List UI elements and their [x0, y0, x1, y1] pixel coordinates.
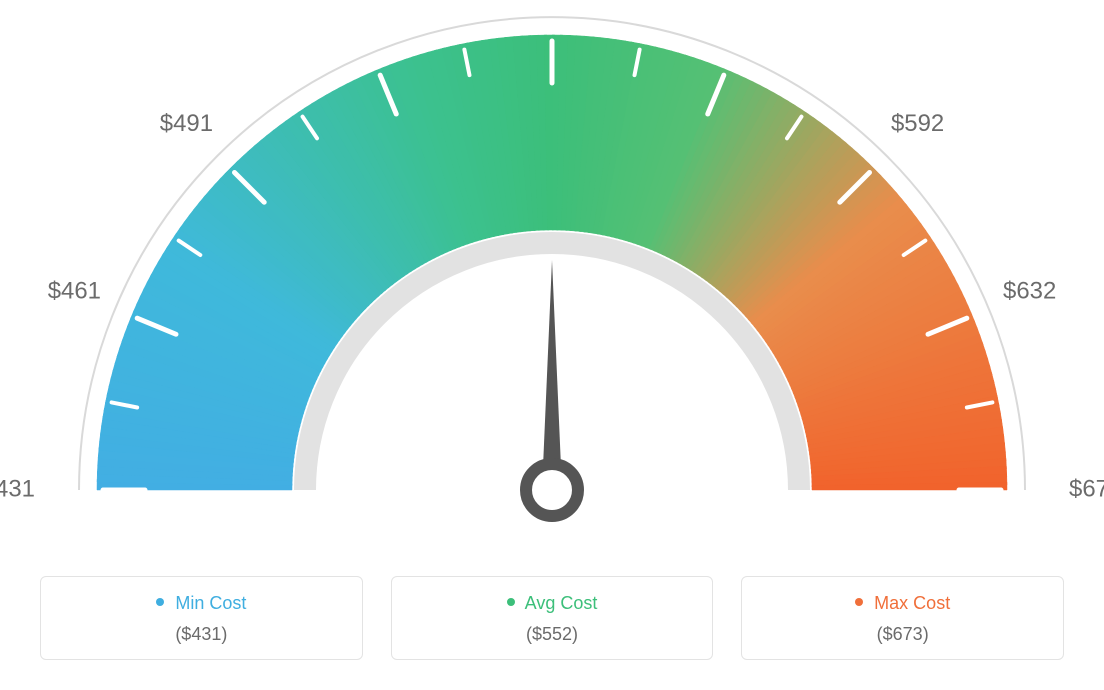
legend-title-min-text: Min Cost: [175, 593, 246, 613]
gauge-scale-label: $673: [1069, 475, 1104, 502]
legend-title-min: Min Cost: [51, 593, 352, 614]
legend-card-max: Max Cost ($673): [741, 576, 1064, 660]
gauge-canvas-container: $431$461$491$552$592$632$673: [0, 0, 1104, 560]
legend-card-min: Min Cost ($431): [40, 576, 363, 660]
dot-icon: [507, 598, 515, 606]
legend-title-avg: Avg Cost: [402, 593, 703, 614]
legend-title-max: Max Cost: [752, 593, 1053, 614]
legend-value-max: ($673): [752, 624, 1053, 645]
gauge-scale-label: $491: [160, 110, 213, 137]
legend-card-avg: Avg Cost ($552): [391, 576, 714, 660]
gauge-scale-label: $431: [0, 475, 35, 502]
legend-row: Min Cost ($431) Avg Cost ($552) Max Cost…: [40, 576, 1064, 660]
gauge-scale-label: $592: [891, 110, 944, 137]
dot-icon: [156, 598, 164, 606]
cost-gauge-widget: $431$461$491$552$592$632$673 Min Cost ($…: [0, 0, 1104, 690]
gauge-svg: $431$461$491$552$592$632$673: [0, 0, 1104, 560]
gauge-scale-label: $632: [1003, 277, 1056, 304]
legend-title-avg-text: Avg Cost: [525, 593, 598, 613]
gauge-needle: [542, 260, 562, 490]
legend-value-min: ($431): [51, 624, 352, 645]
legend-title-max-text: Max Cost: [874, 593, 950, 613]
gauge-hub: [526, 464, 578, 516]
dot-icon: [855, 598, 863, 606]
legend-value-avg: ($552): [402, 624, 703, 645]
gauge-scale-label: $461: [48, 277, 101, 304]
